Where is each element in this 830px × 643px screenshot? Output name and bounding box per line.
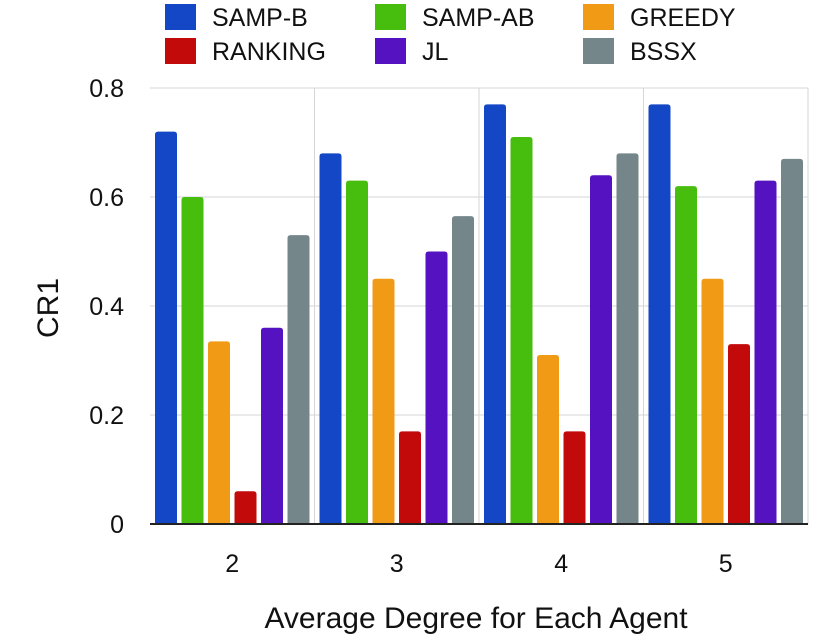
y-tick-label: 0.4 xyxy=(89,293,124,321)
bar-samp-b-4 xyxy=(484,104,506,524)
legend-label-ranking: RANKING xyxy=(212,38,326,66)
y-tick-label: 0.8 xyxy=(89,75,124,103)
bar-bssx-3 xyxy=(452,216,474,524)
legend-label-jl: JL xyxy=(422,38,449,66)
bar-greedy-2 xyxy=(208,341,230,524)
x-axis-title: Average Degree for Each Agent xyxy=(264,602,688,635)
bar-greedy-4 xyxy=(537,355,559,524)
y-tick-label: 0 xyxy=(110,511,124,539)
legend-swatch-samp-b xyxy=(165,4,196,30)
legend-swatch-ranking xyxy=(165,38,196,64)
legend-label-samp-b: SAMP-B xyxy=(212,4,308,32)
bar-samp-b-3 xyxy=(319,153,342,524)
bar-bssx-5 xyxy=(781,158,803,524)
x-tick-label: 5 xyxy=(719,550,733,578)
bar-greedy-3 xyxy=(372,278,395,524)
bars xyxy=(155,104,803,525)
bar-samp-b-5 xyxy=(648,104,671,524)
bar-ranking-4 xyxy=(563,431,586,524)
legend-label-bssx: BSSX xyxy=(630,38,697,66)
legend-label-greedy: GREEDY xyxy=(630,4,736,32)
grid xyxy=(150,87,809,524)
legend-swatch-bssx xyxy=(583,38,614,64)
y-tick-label: 0.2 xyxy=(89,402,124,430)
bar-greedy-5 xyxy=(701,278,724,524)
bar-jl-5 xyxy=(754,180,777,524)
legend: SAMP-B SAMP-AB GREEDY RANKING JL BSSX xyxy=(165,4,736,66)
legend-swatch-greedy xyxy=(583,4,614,30)
bar-ranking-2 xyxy=(234,491,257,524)
x-tick-label: 4 xyxy=(554,550,568,578)
y-axis-title: CR1 xyxy=(32,278,65,338)
bar-jl-2 xyxy=(261,327,283,524)
bar-bssx-2 xyxy=(287,235,310,524)
bar-samp-ab-5 xyxy=(675,186,697,524)
bar-samp-ab-4 xyxy=(510,137,533,525)
legend-label-samp-ab: SAMP-AB xyxy=(422,4,535,32)
y-tick-label: 0.6 xyxy=(89,184,124,212)
x-tick-label: 2 xyxy=(225,550,239,578)
bar-jl-3 xyxy=(425,251,448,524)
bar-ranking-5 xyxy=(728,344,750,524)
legend-swatch-jl xyxy=(375,38,406,64)
bar-samp-ab-3 xyxy=(346,180,368,524)
bar-samp-ab-2 xyxy=(181,197,204,524)
bar-jl-4 xyxy=(590,175,612,524)
legend-swatch-samp-ab xyxy=(375,4,406,30)
bar-samp-b-2 xyxy=(155,131,177,524)
bar-ranking-3 xyxy=(399,431,421,524)
bar-bssx-4 xyxy=(616,153,639,524)
axes: 0 0.2 0.4 0.6 0.8 2 3 4 5 xyxy=(89,75,808,578)
x-tick-label: 3 xyxy=(390,550,404,578)
